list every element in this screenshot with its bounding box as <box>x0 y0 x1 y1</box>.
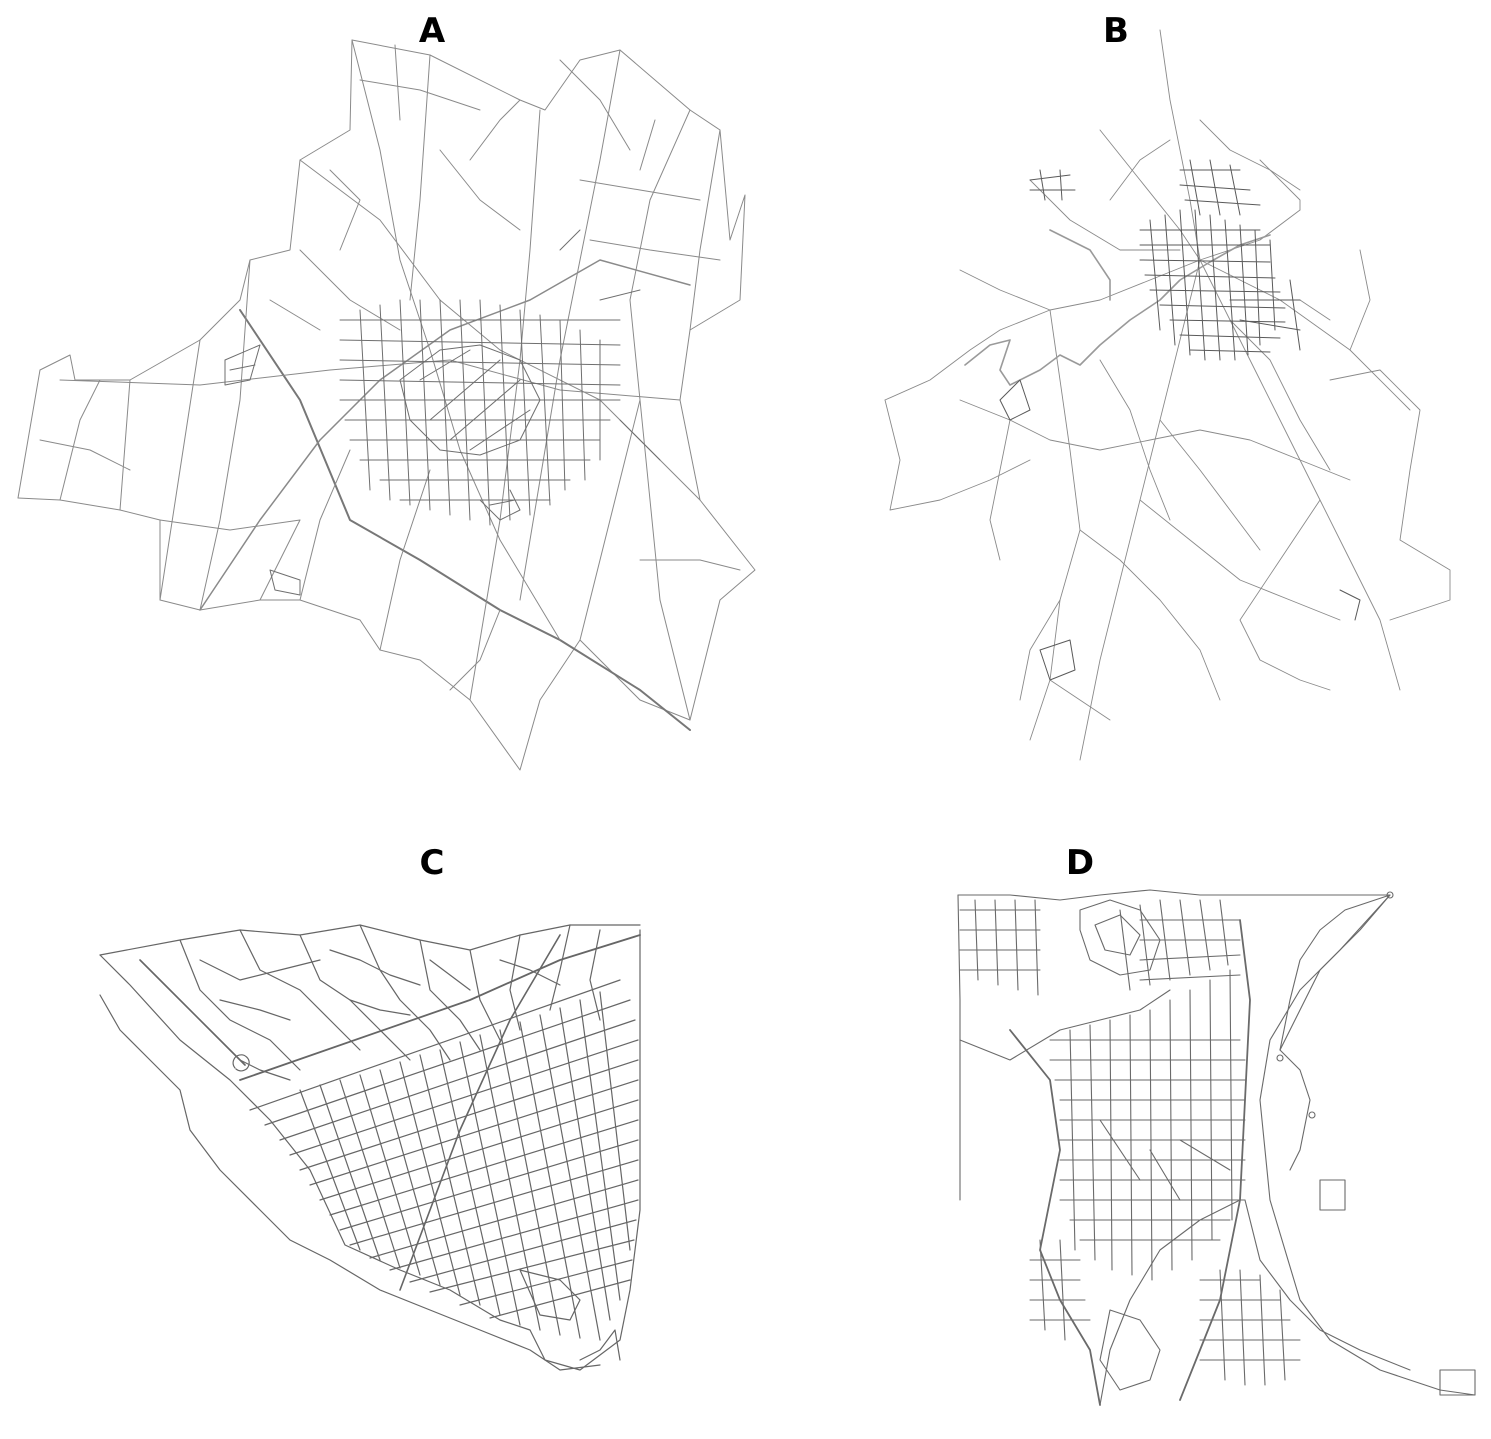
road-network-map-d <box>957 889 1476 1406</box>
panel-d: D <box>745 830 1491 1439</box>
panel-label-a: A <box>418 11 446 51</box>
road-network-map-a <box>17 39 756 771</box>
panel-a: A <box>0 0 756 800</box>
road-network-map-c <box>99 924 641 1371</box>
road-network-map-b <box>884 29 1451 761</box>
panel-label-d: D <box>1065 843 1095 883</box>
panel-label-b: B <box>1103 11 1129 51</box>
panel-b: B <box>745 0 1491 800</box>
panel-label-c: C <box>419 843 445 883</box>
panel-c: C <box>0 830 745 1439</box>
